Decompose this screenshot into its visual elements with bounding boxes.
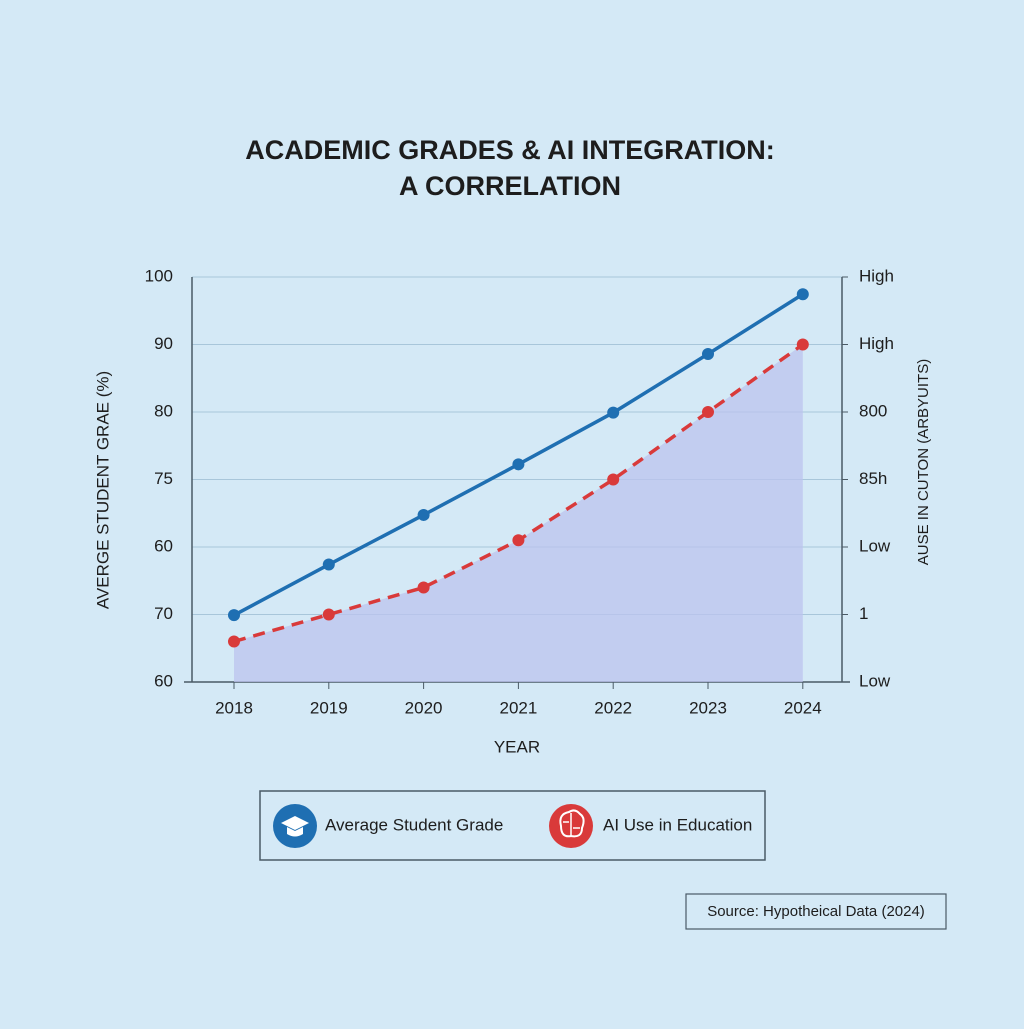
y2-tick-label: 85h (859, 469, 887, 488)
point (607, 406, 620, 419)
y-tick-label: 60 (154, 671, 173, 690)
x-tick-label: 2019 (310, 698, 348, 717)
point (702, 406, 714, 418)
area (234, 344, 803, 682)
chart-title: ACADEMIC GRADES & AI INTEGRATION: (245, 135, 775, 165)
point (607, 473, 620, 486)
point (228, 635, 240, 648)
y2-tick-label: 800 (859, 401, 887, 420)
legend-label: AI Use in Education (603, 815, 752, 834)
point (796, 288, 809, 301)
source-box (685, 893, 947, 930)
y-tick-label: 100 (145, 266, 173, 285)
point (417, 581, 430, 594)
y2-tick-label: High (859, 334, 894, 353)
y-tick-label: 70 (154, 604, 173, 623)
y-tick-label: 75 (154, 469, 173, 488)
point (702, 347, 714, 360)
y-axis-title: AVERGE STUDENT GRAE (%) (93, 371, 112, 609)
point (512, 458, 525, 471)
chart-title: A CORRELATION (399, 171, 621, 201)
y-tick-label: 90 (154, 334, 173, 353)
legend-icon (273, 804, 317, 848)
y-tick-label: 60 (154, 537, 173, 556)
y2-tick-label: High (859, 266, 894, 285)
x-tick-label: 2022 (594, 698, 632, 717)
point (796, 338, 809, 351)
y-tick-label: 80 (154, 401, 173, 420)
point (322, 608, 335, 621)
point (417, 508, 430, 521)
legend-icon (549, 804, 593, 848)
point (228, 609, 240, 622)
y2-tick-label: Low (859, 536, 891, 555)
x-tick-label: 2020 (405, 698, 443, 717)
x-tick-label: 2021 (499, 698, 537, 717)
x-axis-title: YEAR (494, 737, 540, 756)
legend-label: Average Student Grade (325, 815, 503, 834)
x-tick-label: 2024 (784, 698, 822, 717)
y2-tick-label: Low (859, 671, 891, 690)
source-note: Source: Hypotheical Data (2024) (707, 903, 925, 920)
x-tick-label: 2018 (215, 698, 253, 717)
y2-tick-label: 1 (859, 604, 868, 623)
x-tick-label: 2023 (689, 698, 727, 717)
legend-box (259, 790, 766, 861)
point (322, 558, 335, 571)
y2-axis-title: AUSE IN CUTON (ARBYUITS) (915, 359, 932, 565)
point (512, 534, 525, 547)
